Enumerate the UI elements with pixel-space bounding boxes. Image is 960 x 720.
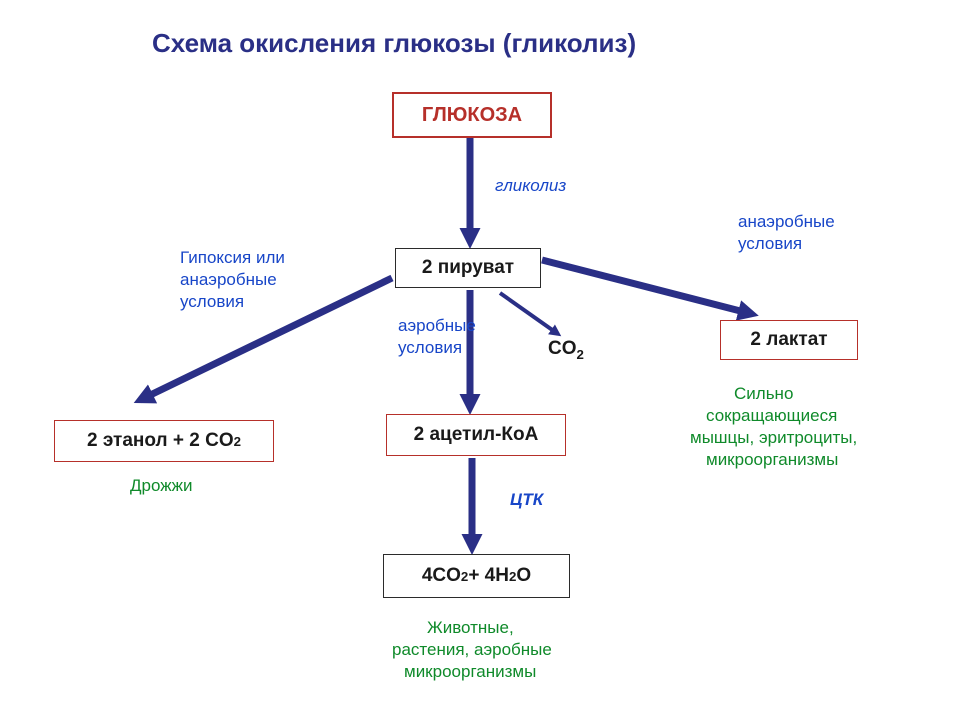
label-muscle-3: мышцы, эритроциты, (690, 428, 857, 448)
label-yeast: Дрожжи (130, 476, 192, 496)
label-animals-1: Животные, (427, 618, 514, 638)
label-anaerobic-1: анаэробные (738, 212, 835, 232)
label-muscle-2: сокращающиеся (706, 406, 837, 426)
node-final: 4CO2 + 4H2O (383, 554, 570, 598)
label-muscle-4: микроорганизмы (706, 450, 838, 470)
node-ethanol: 2 этанол + 2 CO2 (54, 420, 274, 462)
label-hypoxia-3: условия (180, 292, 244, 312)
node-lactate: 2 лактат (720, 320, 858, 360)
label-ctk: ЦТК (510, 490, 543, 510)
label-anaerobic-2: условия (738, 234, 802, 254)
diagram-title: Схема окисления глюкозы (гликолиз) (152, 28, 636, 59)
label-muscle-1: Сильно (734, 384, 793, 404)
label-aerobic-2: условия (398, 338, 462, 358)
label-hypoxia-2: анаэробные (180, 270, 277, 290)
node-pyruvate: 2 пируват (395, 248, 541, 288)
node-glucose: ГЛЮКОЗА (392, 92, 552, 138)
label-animals-2: растения, аэробные (392, 640, 552, 660)
label-hypoxia-1: Гипоксия или (180, 248, 285, 268)
node-acetyl-coa: 2 ацетил-КоА (386, 414, 566, 456)
label-glycolysis: гликолиз (495, 176, 566, 196)
label-animals-3: микроорганизмы (404, 662, 536, 682)
diagram-stage: Схема окисления глюкозы (гликолиз) ГЛЮКО… (0, 0, 960, 720)
label-aerobic-1: аэробные (398, 316, 476, 336)
label-co2: CO2 (548, 338, 584, 362)
